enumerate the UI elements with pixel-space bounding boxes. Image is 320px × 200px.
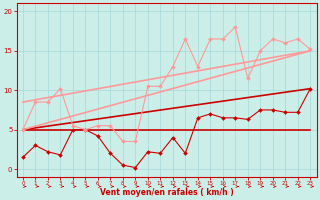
X-axis label: Vent moyen/en rafales ( km/h ): Vent moyen/en rafales ( km/h ) xyxy=(100,188,234,197)
